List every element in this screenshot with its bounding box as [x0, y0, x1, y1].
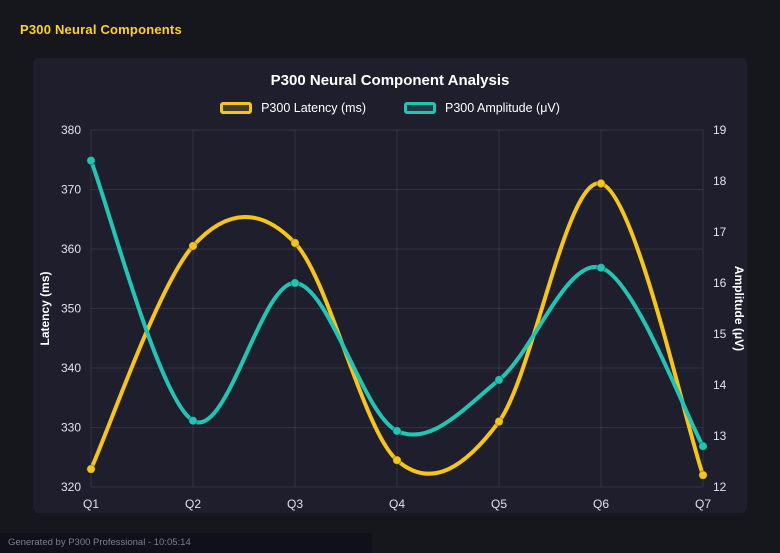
right-axis-tick-label: 17 — [713, 225, 727, 239]
x-axis-tick-label: Q3 — [287, 497, 303, 511]
chart-legend: P300 Latency (ms) P300 Amplitude (μV) — [33, 101, 747, 115]
left-axis-tick-label: 330 — [61, 421, 81, 435]
x-axis-tick-label: Q2 — [185, 497, 201, 511]
right-axis-tick-label: 12 — [713, 480, 727, 494]
x-axis-tick-label: Q5 — [491, 497, 507, 511]
right-axis-tick-label: 19 — [713, 123, 727, 137]
left-axis-tick-label: 340 — [61, 361, 81, 375]
x-axis-tick-label: Q7 — [695, 497, 711, 511]
amplitude-data-point[interactable] — [596, 262, 606, 273]
legend-item-amplitude[interactable]: P300 Amplitude (μV) — [404, 101, 560, 115]
left-axis-tick-label: 320 — [61, 480, 81, 494]
left-axis-tick-label: 380 — [61, 123, 81, 137]
amplitude-data-point[interactable] — [494, 375, 504, 385]
x-axis-tick-label: Q1 — [83, 497, 99, 511]
chart-canvas: 320 330 340 350 360 370 380 12 13 14 15 16 17 18 19 Q1 Q… — [38, 123, 746, 511]
left-axis-tick-label: 360 — [61, 242, 81, 256]
right-axis-tick-label: 13 — [713, 429, 727, 443]
status-bar: Generated by P300 Professional - 10:05:1… — [0, 533, 372, 553]
latency-data-point[interactable] — [86, 464, 96, 474]
latency-data-point[interactable] — [290, 238, 300, 248]
left-axis-title: Latency (ms) — [38, 271, 52, 345]
latency-data-point[interactable] — [188, 241, 198, 251]
legend-label-latency: P300 Latency (ms) — [261, 101, 366, 115]
x-axis-tick-label: Q6 — [593, 497, 609, 511]
legend-item-latency[interactable]: P300 Latency (ms) — [220, 101, 366, 115]
left-axis-tick-label: 370 — [61, 183, 81, 197]
amplitude-data-point[interactable] — [698, 441, 708, 451]
page-title: P300 Neural Components — [20, 22, 182, 37]
right-axis-tick-label: 15 — [713, 327, 727, 341]
latency-data-point[interactable] — [698, 470, 708, 480]
right-axis-tick-label: 16 — [713, 276, 727, 290]
amplitude-data-point[interactable] — [392, 426, 402, 436]
latency-legend-swatch — [220, 102, 253, 114]
amplitude-legend-swatch — [404, 102, 436, 114]
latency-data-point[interactable] — [392, 455, 402, 465]
amplitude-data-point[interactable] — [86, 155, 96, 166]
left-axis-tick-label: 350 — [61, 302, 81, 316]
legend-label-amplitude: P300 Amplitude (μV) — [445, 101, 560, 115]
right-axis-title: Amplitude (μV) — [732, 266, 746, 351]
amplitude-data-point[interactable] — [188, 415, 198, 426]
chart-title: P300 Neural Component Analysis — [270, 72, 510, 89]
chart-panel: P300 Neural Component Analysis P300 Late… — [33, 58, 747, 513]
latency-data-point[interactable] — [596, 178, 606, 189]
amplitude-data-point[interactable] — [290, 278, 300, 288]
right-axis-tick-label: 14 — [713, 378, 727, 392]
right-axis-tick-label: 18 — [713, 174, 727, 188]
x-axis-tick-label: Q4 — [389, 497, 405, 511]
latency-data-point[interactable] — [494, 416, 504, 427]
